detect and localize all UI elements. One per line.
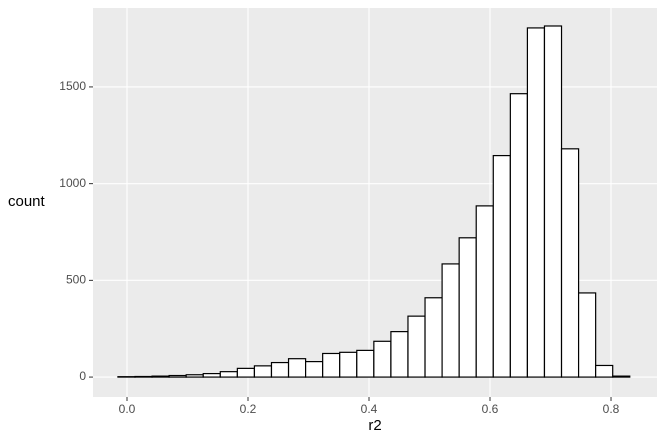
bar (526, 27, 546, 378)
y-tick-label: 500 (66, 273, 86, 287)
bar (253, 365, 273, 378)
bar (151, 375, 170, 378)
x-tick-label: 0.0 (119, 402, 136, 416)
bar (305, 361, 324, 378)
bar (339, 351, 358, 378)
bar (373, 340, 392, 378)
y-tick-label: 0 (79, 369, 86, 383)
x-axis-label: r2 (368, 417, 381, 434)
bar (509, 93, 529, 378)
y-tick-label: 1500 (59, 79, 86, 93)
bar (168, 374, 187, 378)
bar (475, 205, 494, 378)
y-tick-label: 1000 (59, 176, 86, 190)
bar (458, 237, 477, 378)
bar (577, 292, 597, 378)
bar (390, 331, 409, 378)
bar (219, 371, 238, 378)
bar (612, 375, 631, 378)
bar (185, 374, 204, 378)
bar (270, 361, 290, 378)
x-tick-label: 0.6 (482, 402, 499, 416)
bar (543, 25, 563, 378)
y-axis-label: count (8, 193, 46, 210)
bar (287, 358, 307, 378)
bar (407, 315, 426, 378)
x-tick-label: 0.4 (361, 402, 378, 416)
bar (492, 154, 511, 378)
x-tick-label: 0.8 (603, 402, 620, 416)
bar (441, 263, 460, 378)
bar (595, 364, 614, 378)
bar (236, 367, 256, 378)
bar (202, 372, 221, 378)
bar (560, 148, 580, 378)
bar (322, 352, 341, 378)
bar (424, 297, 443, 378)
x-tick-label: 0.2 (240, 402, 257, 416)
bar (134, 375, 153, 378)
bar (356, 349, 375, 378)
